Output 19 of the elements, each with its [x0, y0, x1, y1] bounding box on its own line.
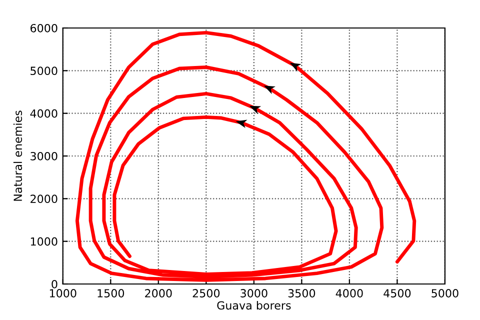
- x-tick-label: 4500: [384, 289, 411, 298]
- x-tick-label: 4000: [336, 289, 363, 298]
- x-tick-label: 2500: [192, 289, 220, 298]
- x-tick-label: 3500: [288, 289, 316, 298]
- x-tick-label: 2000: [145, 289, 172, 298]
- x-tick-label: 3000: [240, 289, 268, 298]
- y-tick-label: 2000: [30, 194, 58, 204]
- x-tick-label: 5000: [432, 289, 458, 298]
- x-tick-label: 1500: [98, 289, 124, 298]
- y-axis-title: Natural enemies: [13, 110, 22, 201]
- x-tick-label: 1000: [50, 289, 76, 298]
- y-tick-label: 3000: [30, 152, 58, 160]
- y-tick-label: 6000: [30, 24, 58, 32]
- y-tick-label: 5000: [30, 66, 58, 76]
- y-tick-label: 1000: [30, 237, 58, 246]
- line-series: [75, 30, 416, 282]
- x-axis-title: Guava borers: [217, 301, 291, 310]
- y-tick-label: 4000: [30, 109, 58, 118]
- y-tick-label: 0: [52, 280, 58, 288]
